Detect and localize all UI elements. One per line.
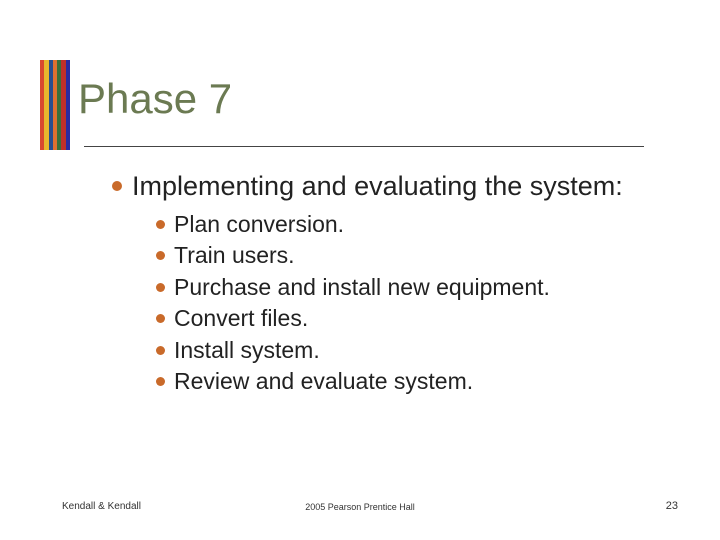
bullet-dot-icon (156, 346, 165, 355)
bullet-dot-icon (156, 283, 165, 292)
footer-page-number: 23 (666, 500, 678, 512)
bullet-level2: Review and evaluate system. (156, 367, 652, 396)
bullet-level2: Plan conversion. (156, 210, 652, 239)
footer-copyright: 2005 Pearson Prentice Hall (0, 502, 720, 512)
bullet-level1-text: Implementing and evaluating the system: (132, 170, 623, 204)
bullet-dot-icon (156, 220, 165, 229)
sub-bullet-list: Plan conversion. Train users. Purchase a… (156, 210, 652, 397)
bullet-level2: Train users. (156, 241, 652, 270)
bullet-level1: Implementing and evaluating the system: (112, 170, 652, 204)
bullet-level2: Install system. (156, 336, 652, 365)
bullet-level2-text: Purchase and install new equipment. (174, 273, 550, 302)
bullet-level2-text: Plan conversion. (174, 210, 344, 239)
bullet-level2-text: Train users. (174, 241, 295, 270)
bullet-dot-icon (156, 314, 165, 323)
bullet-level2-text: Install system. (174, 336, 320, 365)
title-underline (84, 146, 644, 147)
bullet-level2-text: Review and evaluate system. (174, 367, 473, 396)
bullet-level2-text: Convert files. (174, 304, 308, 333)
bullet-dot-icon (156, 251, 165, 260)
stripe (66, 60, 70, 150)
bullet-level2: Convert files. (156, 304, 652, 333)
content-area: Implementing and evaluating the system: … (112, 170, 652, 398)
bullet-dot-icon (156, 377, 165, 386)
bullet-level2: Purchase and install new equipment. (156, 273, 652, 302)
bullet-dot-icon (112, 181, 122, 191)
decorative-stripes (40, 60, 70, 150)
slide-title: Phase 7 (78, 75, 232, 123)
